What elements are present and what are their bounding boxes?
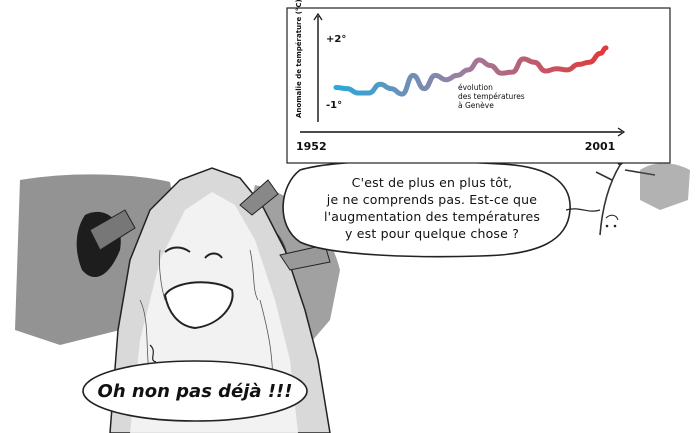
- exclamation-text: Oh non pas déjà !!!: [97, 381, 293, 402]
- annotation-line-1: évolution: [458, 83, 493, 92]
- speech-text: C'est de plus en plus tôt, je ne compren…: [300, 174, 564, 242]
- speech-line-1: C'est de plus en plus tôt,: [351, 175, 513, 190]
- right-eye: [204, 252, 223, 259]
- exclamation-bubble: [82, 344, 308, 422]
- speech-line-2: je ne comprends pas. Est-ce que: [326, 192, 538, 207]
- speech-line-4: y est pour quelque chose ?: [344, 226, 520, 241]
- tick-labels: +2° -1° 1952 2001: [296, 34, 615, 153]
- y-axis-label: Anomalie de température (°C): [295, 0, 303, 118]
- left-eye: [164, 246, 191, 253]
- x-tick-label-end: 2001: [585, 140, 616, 153]
- y-tick-label-bottom: -1°: [326, 100, 342, 111]
- y-tick-label-top: +2°: [326, 34, 346, 45]
- open-mouth: [163, 281, 234, 330]
- chart-frame: [286, 7, 671, 164]
- annotation-line-2: des températures: [458, 92, 525, 101]
- x-tick-label-start: 1952: [296, 140, 327, 153]
- annotation-line-3: à Genève: [458, 101, 494, 110]
- speech-line-3: l'augmentation des températures: [323, 209, 541, 224]
- temperature-chart: Anomalie de température (°C) +2° -1° 1952 2…: [286, 0, 671, 164]
- temperature-series-line: [333, 45, 609, 97]
